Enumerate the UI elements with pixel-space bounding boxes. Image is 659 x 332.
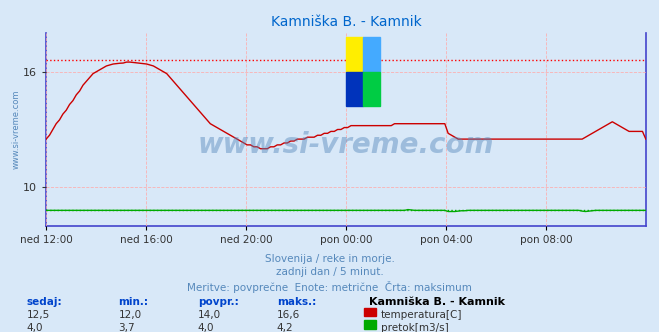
Bar xyxy=(362,37,380,72)
Text: 4,0: 4,0 xyxy=(198,323,214,332)
Text: Kamniška B. - Kamnik: Kamniška B. - Kamnik xyxy=(369,297,505,307)
Text: 14,0: 14,0 xyxy=(198,310,221,320)
Text: min.:: min.: xyxy=(119,297,149,307)
Text: 3,7: 3,7 xyxy=(119,323,135,332)
Bar xyxy=(346,72,362,106)
Text: povpr.:: povpr.: xyxy=(198,297,239,307)
Text: Slovenija / reke in morje.: Slovenija / reke in morje. xyxy=(264,254,395,264)
Text: Meritve: povprečne  Enote: metrične  Črta: maksimum: Meritve: povprečne Enote: metrične Črta:… xyxy=(187,281,472,292)
Text: zadnji dan / 5 minut.: zadnji dan / 5 minut. xyxy=(275,267,384,277)
Y-axis label: www.si-vreme.com: www.si-vreme.com xyxy=(11,90,20,169)
Text: 12,0: 12,0 xyxy=(119,310,142,320)
Text: sedaj:: sedaj: xyxy=(26,297,62,307)
Text: 12,5: 12,5 xyxy=(26,310,49,320)
Text: maks.:: maks.: xyxy=(277,297,316,307)
Bar xyxy=(362,72,380,106)
Text: temperatura[C]: temperatura[C] xyxy=(381,310,463,320)
Text: 16,6: 16,6 xyxy=(277,310,300,320)
Text: pretok[m3/s]: pretok[m3/s] xyxy=(381,323,449,332)
Text: www.si-vreme.com: www.si-vreme.com xyxy=(198,131,494,159)
Bar xyxy=(346,37,362,72)
Title: Kamniška B. - Kamnik: Kamniška B. - Kamnik xyxy=(271,15,421,29)
Text: 4,2: 4,2 xyxy=(277,323,293,332)
Text: 4,0: 4,0 xyxy=(26,323,43,332)
